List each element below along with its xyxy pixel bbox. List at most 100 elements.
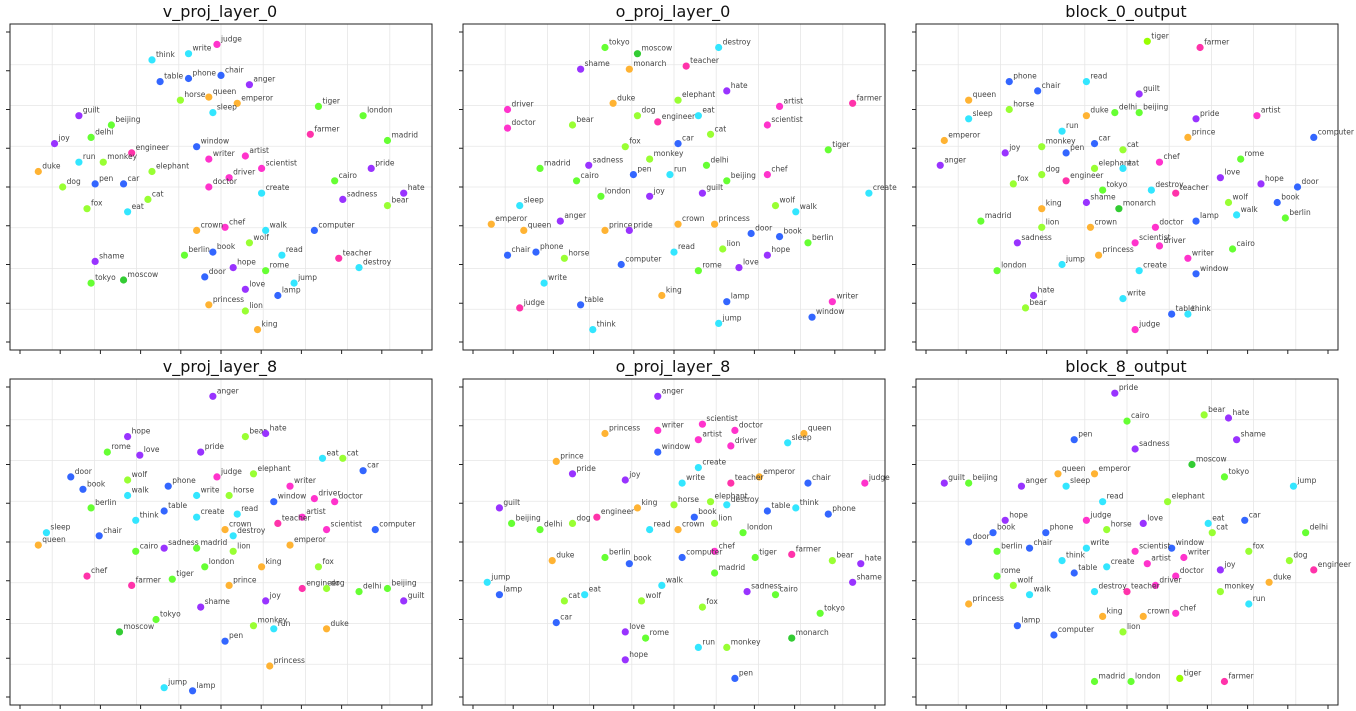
data-point — [654, 448, 662, 456]
point-label: delhi — [1119, 103, 1137, 112]
data-point — [723, 177, 731, 185]
point-label: table — [1176, 304, 1195, 313]
data-point — [241, 285, 249, 293]
data-point — [359, 112, 367, 120]
point-label: write — [686, 473, 705, 482]
point-label: crown — [682, 214, 705, 223]
point-label: sleep — [792, 433, 812, 442]
point-label: judge — [1089, 510, 1111, 519]
point-label: create — [266, 183, 290, 192]
data-point — [621, 628, 629, 636]
data-point — [322, 584, 331, 593]
data-point — [124, 491, 132, 500]
data-point — [160, 507, 168, 515]
point-label: beijing — [731, 171, 756, 180]
point-label: create — [702, 458, 726, 467]
point-label: fox — [629, 137, 641, 146]
data-point — [253, 326, 262, 334]
point-label: emperor — [495, 214, 528, 223]
data-point — [788, 634, 796, 642]
data-point — [205, 93, 213, 101]
point-label: walk — [800, 202, 818, 211]
data-point — [755, 473, 763, 481]
data-point — [702, 161, 711, 169]
point-label: scientist — [706, 414, 737, 423]
data-point — [1216, 174, 1224, 182]
chart-title: o_proj_layer_8 — [615, 357, 731, 376]
data-point — [322, 526, 331, 534]
point-label: hope — [1009, 510, 1028, 519]
data-point — [1042, 529, 1050, 537]
data-point — [516, 304, 524, 312]
data-point — [1204, 519, 1212, 527]
point-label: lion — [1127, 622, 1141, 631]
chart-title: v_proj_layer_0 — [162, 2, 278, 21]
data-point — [83, 205, 91, 213]
point-label: princess — [274, 656, 305, 665]
data-point — [262, 226, 270, 234]
point-label: run — [278, 619, 291, 628]
point-label: madrid — [201, 538, 228, 547]
data-point — [1265, 578, 1273, 586]
data-point — [828, 557, 836, 565]
data-point — [658, 291, 666, 300]
point-label: phone — [832, 504, 856, 513]
point-label: pen — [1070, 143, 1084, 152]
point-label: cat — [1127, 140, 1139, 149]
data-point — [1188, 460, 1196, 469]
data-point — [1245, 547, 1253, 555]
point-label: lion — [1046, 217, 1060, 226]
panel-o-proj-layer-8: o_proj_layer_8 anger scientist princess wri… — [453, 355, 893, 710]
data-point — [1090, 588, 1099, 596]
point-label: think — [597, 320, 617, 329]
data-point — [1216, 588, 1224, 596]
scatter-plot: judge write think table phone chair anger horse… — [6, 23, 433, 354]
data-point — [585, 161, 593, 169]
point-label: car — [128, 174, 141, 183]
point-label: read — [286, 245, 303, 254]
data-point — [495, 504, 504, 512]
point-label: scientist — [1139, 541, 1170, 550]
data-point — [1115, 205, 1123, 213]
data-point — [706, 498, 715, 506]
point-label: love — [1147, 513, 1163, 522]
point-label: tiger — [176, 569, 194, 578]
data-point — [1135, 90, 1143, 98]
point-label: london — [1135, 672, 1161, 681]
data-point — [666, 171, 674, 179]
data-point — [625, 226, 633, 234]
point-label: walk — [270, 220, 288, 229]
point-label: prince — [1192, 127, 1216, 136]
point-label: writer — [294, 476, 317, 485]
data-point — [400, 597, 408, 605]
data-point — [87, 504, 95, 512]
point-label: shame — [585, 59, 611, 68]
point-label: anger — [662, 386, 685, 395]
point-label: eat — [1212, 513, 1224, 522]
point-label: sleep — [1070, 476, 1090, 485]
point-label: eat — [589, 585, 601, 594]
point-label: anger — [564, 211, 587, 220]
data-point — [800, 429, 808, 438]
data-point — [1143, 560, 1151, 568]
data-point — [577, 301, 585, 309]
data-point — [258, 189, 266, 197]
data-point — [1228, 245, 1237, 253]
point-label: guilt — [408, 591, 425, 600]
panel-block-0-output: block_0_output tiger farmer phone read chair… — [906, 0, 1355, 355]
data-point — [682, 62, 690, 70]
data-point — [331, 498, 339, 506]
point-label: writer — [213, 149, 236, 158]
point-label: monkey — [257, 616, 287, 625]
data-point — [727, 479, 735, 487]
data-point — [241, 152, 249, 160]
data-point — [1090, 470, 1099, 478]
point-label: lion — [727, 239, 741, 248]
point-label: car — [1099, 134, 1112, 143]
data-point — [1070, 436, 1078, 444]
point-label: cat — [347, 448, 359, 457]
point-label: cat — [568, 591, 580, 600]
point-label: crown — [229, 520, 252, 529]
data-point — [270, 498, 278, 506]
point-label: writer — [1188, 548, 1211, 557]
